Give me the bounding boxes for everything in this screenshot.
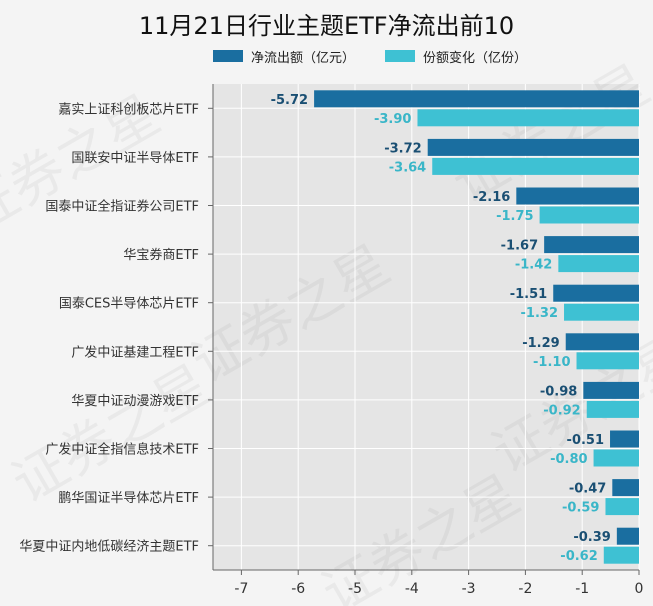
bar-share-change	[564, 303, 639, 321]
legend-swatch-net-outflow	[213, 50, 243, 62]
bar-net-outflow	[544, 236, 639, 254]
data-label-share-change: -0.80	[550, 452, 587, 467]
category-label: 国泰CES半导体芯片ETF	[59, 297, 199, 312]
data-label-net-outflow: -5.72	[271, 93, 308, 108]
data-label-share-change: -3.90	[374, 112, 411, 127]
chart-title: 11月21日行业主题ETF净流出前10	[138, 12, 515, 40]
bar-net-outflow	[516, 187, 639, 205]
data-label-net-outflow: -2.16	[473, 190, 510, 205]
legend-label-share-change: 份额变化（亿份）	[423, 50, 528, 66]
x-tick-label: -4	[405, 581, 419, 597]
data-label-net-outflow: -0.98	[540, 384, 577, 399]
category-label: 广发中证基建工程ETF	[71, 344, 199, 360]
data-label-share-change: -0.59	[562, 501, 599, 516]
bar-share-change	[417, 109, 639, 127]
bar-net-outflow	[610, 430, 639, 448]
data-label-share-change: -0.92	[543, 403, 580, 418]
x-tick-label: -1	[575, 581, 589, 597]
legend: 净流出额（亿元） 份额变化（亿份）	[213, 46, 557, 66]
legend-item-share-change: 份额变化（亿份）	[385, 47, 527, 66]
category-label: 国联安中证半导体ETF	[71, 151, 199, 166]
legend-label-net-outflow: 净流出额（亿元）	[251, 50, 356, 66]
data-label-share-change: -1.42	[515, 258, 552, 273]
bar-share-change	[603, 546, 639, 564]
data-label-net-outflow: -0.39	[573, 530, 610, 545]
category-label: 鹏华国证半导体芯片ETF	[58, 491, 199, 506]
bar-share-change	[432, 157, 639, 175]
bar-net-outflow	[553, 284, 639, 302]
category-label: 华夏中证内地低碳经济主题ETF	[19, 539, 199, 555]
data-label-share-change: -1.75	[496, 209, 533, 224]
category-label: 嘉实上证科创板芯片ETF	[58, 102, 199, 117]
legend-swatch-share-change	[385, 50, 416, 62]
bar-net-outflow	[427, 138, 639, 156]
category-label: 华宝券商ETF	[123, 247, 199, 263]
bar-share-change	[576, 352, 639, 370]
data-label-net-outflow: -1.29	[522, 336, 559, 351]
bar-share-change	[593, 449, 639, 467]
data-label-share-change: -1.32	[521, 306, 558, 321]
legend-item-net-outflow: 净流出额（亿元）	[213, 47, 355, 66]
bar-share-change	[558, 255, 639, 273]
data-label-net-outflow: -3.72	[384, 141, 421, 156]
bar-net-outflow	[616, 527, 639, 545]
bar-share-change	[539, 206, 639, 224]
x-tick-label: -5	[348, 581, 362, 597]
x-tick-label: -6	[291, 581, 305, 597]
category-label: 广发中证全指信息技术ETF	[45, 442, 199, 458]
data-label-net-outflow: -1.67	[501, 239, 538, 254]
data-label-share-change: -1.10	[533, 355, 570, 370]
category-label: 国泰中证全指证券公司ETF	[45, 199, 199, 215]
x-tick-label: -2	[518, 581, 532, 597]
bar-share-change	[605, 498, 639, 516]
x-tick-label: -7	[234, 581, 248, 597]
data-label-share-change: -3.64	[389, 160, 426, 175]
category-label: 华夏中证动漫游戏ETF	[71, 394, 199, 409]
data-label-net-outflow: -1.51	[510, 287, 547, 302]
bar-net-outflow	[314, 90, 639, 108]
x-tick-label: -3	[462, 581, 476, 597]
data-label-share-change: -0.62	[560, 549, 597, 564]
bar-net-outflow	[565, 333, 639, 351]
bar-net-outflow	[583, 381, 639, 399]
bar-net-outflow	[612, 479, 639, 497]
data-label-net-outflow: -0.47	[569, 482, 606, 497]
bar-share-change	[586, 400, 639, 418]
x-tick-label: 0	[635, 581, 644, 597]
data-label-net-outflow: -0.51	[567, 433, 604, 448]
